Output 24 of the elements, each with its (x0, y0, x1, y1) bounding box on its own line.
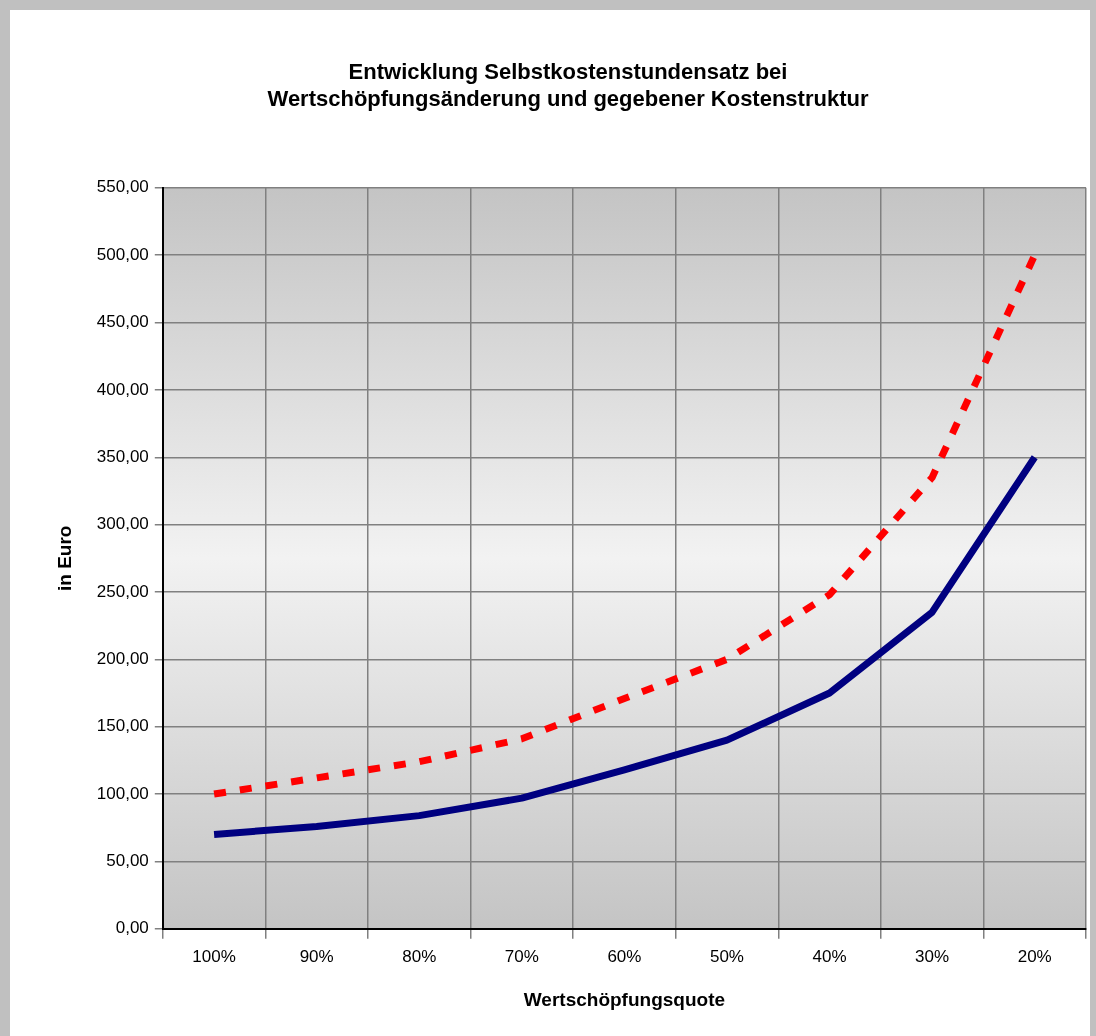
y-tick-label: 300,00 (96, 514, 149, 534)
y-tick-label: 500,00 (96, 244, 149, 264)
y-tick-label: 350,00 (96, 446, 149, 466)
x-tick-label: 40% (812, 946, 847, 966)
y-tick-label: 100,00 (96, 783, 149, 803)
y-tick-label: 150,00 (96, 716, 149, 736)
x-tick-label: 50% (709, 946, 744, 966)
x-axis-title: Wertschöpfungsquote (523, 988, 726, 1010)
y-tick-label: 250,00 (96, 581, 149, 601)
x-tick-label: 20% (1017, 946, 1052, 966)
x-tick-label: 90% (299, 946, 334, 966)
y-tick-label: 0,00 (115, 918, 149, 938)
x-tick-label: 100% (192, 946, 236, 966)
x-tick-label: 60% (607, 946, 642, 966)
x-tick-label: 80% (402, 946, 437, 966)
y-tick-label: 550,00 (96, 177, 149, 197)
y-tick-label: 50,00 (106, 851, 149, 871)
y-tick-label: 200,00 (96, 649, 149, 669)
y-tick-label: 400,00 (96, 379, 149, 399)
chart-title: Entwicklung Selbstkostenstundensatz bei Wertschöpfungsänderung und gegebener Kostenstruktur (267, 59, 869, 111)
y-tick-label: 450,00 (96, 312, 149, 332)
x-tick-label: 70% (504, 946, 539, 966)
y-axis-title: in Euro (53, 525, 75, 592)
x-tick-label: 30% (915, 946, 950, 966)
